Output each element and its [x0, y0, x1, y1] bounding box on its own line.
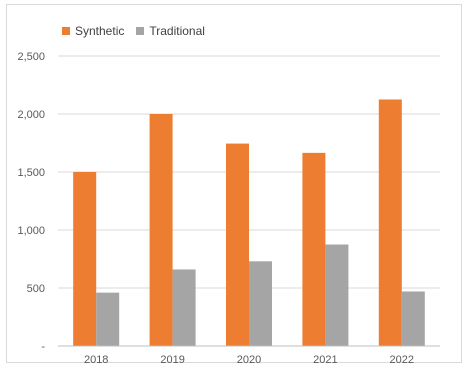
x-tick-label: 2019 — [160, 354, 184, 366]
axes: - 500 1,000 1,500 2,000 2,500 2018 2019 2020 2021… — [17, 51, 440, 366]
y-tick-label: 1,000 — [17, 225, 45, 237]
legend-swatch-synthetic — [62, 27, 70, 35]
bar-synthetic-2021 — [302, 152, 326, 346]
bar-traditional-2018 — [96, 292, 120, 346]
legend: Synthetic Traditional — [62, 24, 205, 38]
bar-traditional-2022 — [401, 291, 425, 346]
x-tick-label: 2018 — [84, 354, 108, 366]
bar-synthetic-2019 — [149, 114, 173, 346]
bar-traditional-2019 — [172, 269, 196, 346]
bar-synthetic-2022 — [378, 99, 402, 346]
y-tick-label: - — [41, 341, 45, 353]
legend-swatch-traditional — [136, 27, 145, 35]
legend-item-traditional: Traditional — [136, 24, 205, 38]
x-tick-label: 2022 — [390, 354, 414, 366]
bar-traditional-2021 — [325, 244, 349, 346]
y-tick-label: 2,000 — [17, 109, 45, 121]
legend-label-traditional: Traditional — [149, 24, 205, 38]
bar-synthetic-2020 — [226, 143, 249, 346]
bar-traditional-2020 — [249, 261, 272, 346]
bar-synthetic-2018 — [73, 172, 97, 346]
legend-item-synthetic: Synthetic — [62, 24, 124, 38]
x-tick-label: 2020 — [237, 354, 261, 366]
y-tick-label: 2,500 — [17, 51, 45, 63]
y-tick-label: 1,500 — [17, 167, 45, 179]
y-tick-label: 500 — [27, 283, 45, 295]
bars — [73, 99, 425, 346]
x-tick-label: 2021 — [313, 354, 337, 366]
legend-label-synthetic: Synthetic — [75, 24, 125, 38]
